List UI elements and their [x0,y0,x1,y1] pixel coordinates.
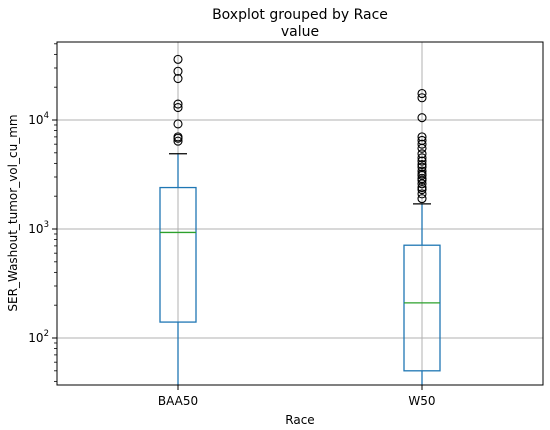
grid-lines [57,42,543,385]
outlier-point [417,160,427,170]
box-BAA50 [159,54,197,385]
outlier-point [417,153,427,163]
outlier-point [417,189,427,199]
y-tick-label: 102 [28,329,49,345]
box-iqr [159,186,197,323]
outlier-point [173,99,183,109]
outlier-point [417,135,427,145]
outlier-point [417,194,427,204]
axis-ticks: 102 103 104 BAA50 W50 [28,43,436,408]
chart-title: Boxplot grouped by Race [212,7,388,23]
box-W50 [403,88,441,385]
outlier-point [417,113,427,123]
box-series [159,54,441,385]
outlier-point [417,132,427,142]
outlier-point [173,74,183,84]
outlier-point [173,136,183,146]
outlier-point [417,162,427,172]
outlier-point [417,166,427,176]
outlier-point [173,54,183,64]
chart-subtitle: value [281,24,319,40]
plot-area-frame [56,41,544,386]
box-iqr [403,244,441,372]
outlier-point [417,156,427,166]
outlier-point [173,132,183,142]
outlier-point [173,119,183,129]
x-tick-label: W50 [408,394,435,408]
x-tick-label: BAA50 [158,394,198,408]
outlier-point [417,149,427,159]
y-axis-label: SER_Washout_tumor_vol_cu_mm [6,114,20,311]
outlier-point [417,183,427,193]
outlier-point [417,169,427,179]
outlier-point [417,93,427,103]
y-tick-label: 104 [28,111,49,127]
x-axis-label: Race [285,413,314,427]
outlier-point [173,103,183,113]
y-tick-label: 103 [28,220,49,236]
outlier-point [173,66,183,76]
outlier-point [417,139,427,149]
outlier-point [417,88,427,99]
